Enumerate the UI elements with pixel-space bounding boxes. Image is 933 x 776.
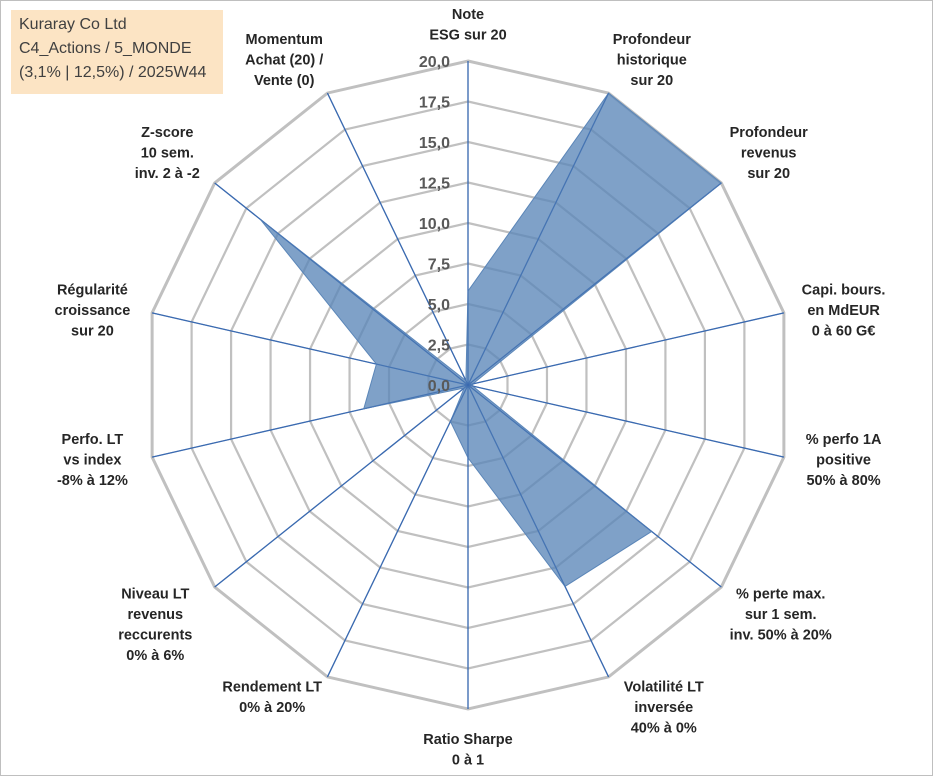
axis-label: Note ESG sur 20: [429, 7, 506, 44]
axis-label: Profondeur revenus sur 20: [730, 125, 808, 182]
radar-spoke-overlay: [467, 182, 722, 386]
axis-label-line: revenus: [741, 146, 797, 162]
axis-label-line: Vente (0): [254, 73, 315, 89]
axis-label-line: Rendement LT: [222, 680, 322, 696]
radar-spoke-overlay: [467, 384, 722, 588]
axis-label-line: 0% à 6%: [126, 648, 184, 664]
axis-label-line: 10 sem.: [141, 146, 194, 162]
radar-spoke-overlay: [152, 384, 469, 458]
security-info-box: Kuraray Co Ltd C4_Actions / 5_MONDE (3,1…: [11, 10, 223, 94]
axis-label-line: Profondeur: [730, 125, 808, 141]
radar-spoke-overlay: [152, 312, 469, 386]
axis-label: Profondeur historique sur 20: [613, 32, 691, 89]
radar-spoke-overlay: [467, 312, 784, 386]
radial-tick-labels: 0,0 2,5 5,0 7,5 10,0 12,5 15,0 17,5 20,0: [419, 54, 450, 395]
tick-label: 0,0: [428, 378, 450, 395]
axis-label-line: Perfo. LT: [62, 432, 124, 448]
axis-label-line: Z-score: [141, 125, 193, 141]
portfolio-category: C4_Actions / 5_MONDE: [19, 40, 192, 57]
radar-spoke-overlay: [326, 384, 469, 678]
radar-series: [152, 61, 784, 709]
axis-label-line: sur 20: [630, 73, 673, 89]
radar-spoke-overlay: [467, 384, 610, 678]
tick-label: 5,0: [428, 297, 450, 314]
axis-label-line: 0 à 1: [452, 753, 484, 769]
radar-spoke-overlay: [467, 92, 610, 386]
axis-label-line: Achat (20) /: [245, 52, 323, 68]
axis-labels: Note ESG sur 20 Profondeur historique sur 20…: [55, 7, 886, 769]
axis-label-line: croissance: [55, 303, 131, 319]
axis-label-line: vs index: [63, 453, 121, 469]
axis-label-line: sur 20: [71, 323, 114, 339]
axis-label-line: inv. 50% à 20%: [730, 627, 832, 643]
axis-label-line: Momentum: [246, 32, 323, 48]
axis-label-line: reccurents: [118, 627, 192, 643]
axis-label: Régularité croissance sur 20: [55, 282, 131, 339]
tick-label: 20,0: [419, 54, 450, 71]
axis-label-line: Niveau LT: [121, 586, 189, 602]
axis-label-line: % perte max.: [736, 586, 825, 602]
axis-label-line: ESG sur 20: [429, 28, 506, 44]
axis-label: Volatilité LT inversée 40% à 0%: [624, 680, 704, 737]
axis-label: Capi. bours. en MdEUR 0 à 60 G€: [802, 282, 886, 339]
axis-label-line: Volatilité LT: [624, 680, 704, 696]
axis-label-line: Régularité: [57, 282, 128, 298]
weight-range-week: (3,1% | 12,5%) / 2025W44: [19, 64, 207, 81]
axis-label-line: 50% à 80%: [806, 473, 880, 489]
axis-label-line: sur 20: [747, 166, 790, 182]
axis-label-line: historique: [617, 52, 687, 68]
radar-spoke-overlay: [467, 384, 784, 458]
axis-label-line: Capi. bours.: [802, 282, 886, 298]
axis-label-line: -8% à 12%: [57, 473, 128, 489]
axis-label: % perte max. sur 1 sem. inv. 50% à 20%: [730, 586, 832, 643]
axis-label-line: positive: [816, 453, 871, 469]
axis-label-line: inv. 2 à -2: [135, 166, 200, 182]
axis-label-line: en MdEUR: [807, 303, 880, 319]
axis-label-line: 0 à 60 G€: [812, 323, 876, 339]
tick-label: 17,5: [419, 95, 450, 112]
axis-label-line: inversée: [634, 700, 693, 716]
axis-label: Niveau LT revenus reccurents 0% à 6%: [118, 586, 192, 664]
axis-label-line: % perfo 1A: [806, 432, 882, 448]
tick-label: 7,5: [428, 257, 450, 274]
axis-label-line: 40% à 0%: [631, 721, 697, 737]
series-area: [259, 92, 723, 588]
tick-label: 12,5: [419, 176, 450, 193]
radar-spoke-overlay: [214, 182, 469, 386]
radar-spoke-overlay: [214, 384, 469, 588]
axis-label: Ratio Sharpe 0 à 1: [423, 732, 512, 769]
axis-label: % perfo 1A positive 50% à 80%: [806, 432, 882, 489]
axis-label-line: 0% à 20%: [239, 700, 305, 716]
axis-label: Momentum Achat (20) / Vente (0): [245, 32, 323, 89]
axis-label-line: Note: [452, 7, 484, 23]
axis-label-line: Profondeur: [613, 32, 691, 48]
axis-label: Perfo. LT vs index -8% à 12%: [57, 432, 128, 489]
security-name: Kuraray Co Ltd: [19, 16, 127, 33]
axis-label: Rendement LT 0% à 20%: [222, 680, 322, 717]
axis-label-line: sur 1 sem.: [745, 607, 817, 623]
tick-label: 2,5: [428, 338, 450, 355]
axis-label: Z-score 10 sem. inv. 2 à -2: [135, 125, 200, 182]
tick-label: 10,0: [419, 216, 450, 233]
axis-label-line: Ratio Sharpe: [423, 732, 512, 748]
radar-spoke-overlay: [326, 92, 469, 386]
tick-label: 15,0: [419, 135, 450, 152]
axis-label-line: revenus: [127, 607, 183, 623]
